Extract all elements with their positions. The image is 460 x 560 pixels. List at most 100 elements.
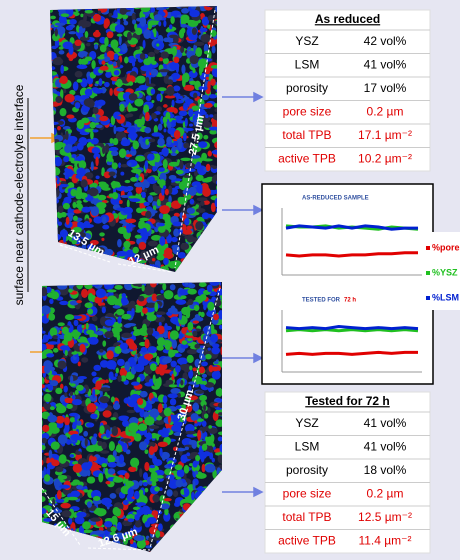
texture-blob <box>95 100 99 107</box>
texture-blob <box>202 374 207 378</box>
texture-blob <box>141 284 144 291</box>
texture-blob <box>108 158 112 162</box>
texture-blob <box>72 399 82 405</box>
texture-blob <box>91 60 95 69</box>
chart-title: AS-REDUCED SAMPLE <box>302 196 369 202</box>
texture-blob <box>174 130 181 139</box>
texture-blob <box>181 327 186 334</box>
texture-blob <box>164 408 172 417</box>
texture-blob <box>158 167 165 171</box>
texture-blob <box>202 212 209 219</box>
texture-blob <box>111 151 118 156</box>
texture-blob <box>101 238 104 241</box>
texture-blob <box>203 304 206 310</box>
texture-blob <box>123 207 133 214</box>
texture-blob <box>46 353 54 357</box>
texture-blob <box>66 217 70 225</box>
texture-blob <box>79 344 85 353</box>
texture-blob <box>112 426 118 436</box>
texture-blob <box>203 381 207 385</box>
row-label: total TPB <box>282 128 331 142</box>
texture-blob <box>70 189 76 196</box>
texture-blob <box>123 500 129 505</box>
texture-blob <box>158 523 163 531</box>
texture-blob <box>136 76 146 84</box>
texture-blob <box>210 79 216 86</box>
texture-blob <box>164 129 167 133</box>
texture-blob <box>147 153 155 160</box>
texture-blob <box>102 225 109 230</box>
texture-blob <box>57 490 62 500</box>
row-label: active TPB <box>278 533 336 547</box>
texture-blob <box>88 188 98 197</box>
texture-blob <box>102 340 106 346</box>
texture-blob <box>149 465 155 468</box>
texture-blob <box>163 159 168 169</box>
texture-blob <box>140 53 146 60</box>
texture-blob <box>64 386 68 393</box>
texture-blob <box>122 314 131 320</box>
texture-blob <box>102 146 105 154</box>
texture-blob <box>216 389 221 397</box>
texture-blob <box>207 302 214 311</box>
texture-blob <box>214 361 219 364</box>
texture-blob <box>70 391 73 395</box>
texture-blob <box>143 337 146 340</box>
texture-blob <box>187 289 196 295</box>
texture-blob <box>148 411 154 414</box>
texture-blob <box>180 46 184 53</box>
texture-blob <box>88 337 99 345</box>
texture-blob <box>178 393 181 398</box>
texture-blob <box>108 462 117 468</box>
texture-blob <box>66 26 73 31</box>
texture-blob <box>183 175 191 178</box>
texture-blob <box>145 521 151 528</box>
texture-blob <box>66 404 73 409</box>
texture-blob <box>86 330 94 335</box>
texture-blob <box>139 480 143 486</box>
texture-blob <box>135 156 145 162</box>
texture-blob <box>105 71 111 77</box>
texture-blob <box>80 36 90 41</box>
texture-blob <box>55 23 66 26</box>
texture-blob <box>204 103 213 108</box>
texture-blob <box>145 545 152 548</box>
texture-blob <box>143 202 149 206</box>
texture-blob <box>144 449 148 454</box>
texture-blob <box>110 55 114 58</box>
texture-blob <box>55 96 62 103</box>
texture-blob <box>58 206 64 213</box>
texture-blob <box>105 503 113 507</box>
texture-blob <box>178 140 182 149</box>
texture-blob <box>141 228 147 238</box>
texture-blob <box>176 115 182 123</box>
texture-blob <box>175 299 186 305</box>
texture-blob <box>106 360 117 370</box>
texture-blob <box>189 81 196 85</box>
texture-blob <box>92 388 95 398</box>
texture-blob <box>74 320 79 326</box>
texture-blob <box>64 398 71 404</box>
texture-blob <box>84 224 94 228</box>
texture-blob <box>199 395 207 401</box>
texture-blob <box>116 367 119 373</box>
texture-blob <box>114 285 122 290</box>
legend-label: %pores <box>432 242 460 252</box>
texture-blob <box>136 18 143 22</box>
texture-blob <box>113 477 123 483</box>
texture-blob <box>93 14 101 22</box>
texture-blob <box>193 481 196 490</box>
texture-blob <box>188 21 198 27</box>
texture-blob <box>51 24 55 28</box>
texture-blob <box>159 152 165 155</box>
texture-blob <box>212 343 219 348</box>
texture-blob <box>87 309 93 315</box>
texture-blob <box>149 425 160 429</box>
series-line <box>286 327 418 329</box>
texture-blob <box>184 465 190 474</box>
texture-blob <box>85 89 93 97</box>
texture-blob <box>102 307 106 314</box>
texture-blob <box>128 162 132 166</box>
texture-blob <box>202 183 208 192</box>
